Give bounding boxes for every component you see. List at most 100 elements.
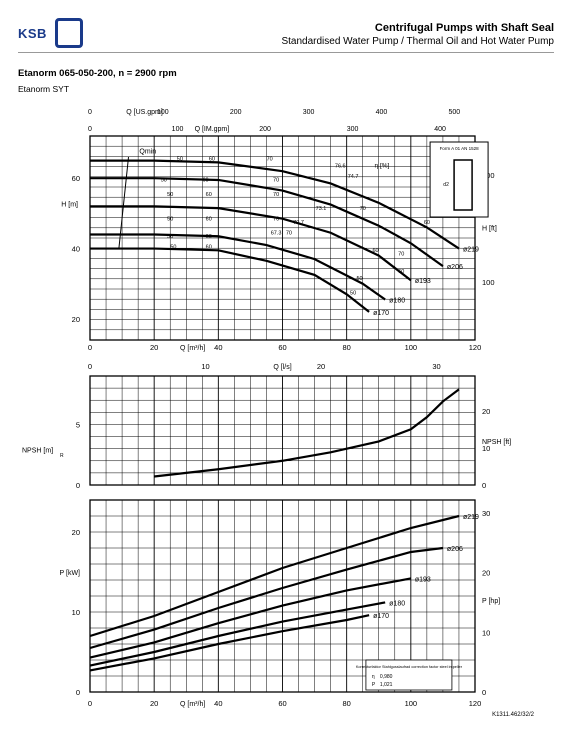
correction-note: Korrekturfaktor Stahlgusslaufrad correct… [356,665,463,669]
npsh-curve [154,388,460,478]
pump-series: Etanorm SYT [18,84,70,94]
q-m3h-tick-label: 80 [342,343,350,352]
efficiency-label: 60 [372,248,378,254]
power-curve-2 [89,577,412,659]
npsh-subscript: R [60,453,64,459]
p-kw-tick-label: 0 [76,688,80,697]
impeller-inset [429,141,489,218]
efficiency-label: 70 [286,230,292,236]
usgpm-tick-label: 200 [230,109,242,116]
efficiency-label: 60 [202,178,208,184]
header-divider [18,52,554,53]
power-curve-0 [89,514,460,638]
power-curve-label: ø206 [447,546,463,553]
efficiency-label: 74.7 [348,174,359,180]
power-curve-4 [89,614,370,672]
q-ls-tick-label: 0 [88,362,92,371]
ksb-logo: KSB [18,26,47,41]
efficiency-label: 60 [206,192,212,198]
eta-label: η [%] [375,163,390,170]
q-ls-tick-label: 20 [317,362,325,371]
q-m3h-tick-label: 100 [405,343,418,352]
q-m3h-tick-label: 0 [88,343,92,352]
imgpm-tick-label: 100 [172,126,184,133]
q-m3h-tick-label: 60 [278,343,286,352]
usgpm-axis-label: Q [US.gpm] [126,109,163,116]
usgpm-tick-label: 0 [88,109,92,116]
efficiency-label: 50 [170,245,176,251]
power-curve-label: ø170 [373,613,389,620]
qmin-label: Qmin [139,149,156,156]
power-curve-1 [89,546,444,650]
efficiency-label: 50 [177,157,183,163]
efficiency-label: 70 [267,157,273,163]
q-ls-axis-label: Q [l/s] [273,364,291,371]
efficiency-label: 73.1 [316,206,327,212]
head-curve-3 [90,233,386,301]
efficiency-label: 50 [167,234,173,240]
head-curve-4 [90,247,370,313]
correction-prefix-eta: η [372,674,375,680]
q-ls-tick-label: 10 [201,362,209,371]
imgpm-tick-label: 0 [88,126,92,133]
npsh-m-axis-label: NPSH [m] [22,447,53,454]
power-curve-label: ø180 [389,600,405,607]
npsh-ft-axis-label: NPSH [ft] [482,439,511,446]
npsh-ft-tick-label: 20 [482,407,490,416]
npsh-ft-tick-label: 0 [482,481,486,490]
efficiency-label: 60 [424,220,430,226]
q-m3h-bottom-tick-label: 80 [342,699,350,708]
q-m3h-bottom-tick-label: 0 [88,699,92,708]
p-hp-tick-label: 10 [482,628,490,637]
npsh-m-tick-label: 5 [76,420,80,429]
plot-frame [89,135,476,341]
plot-frame [89,375,476,486]
efficiency-label: 50 [167,216,173,222]
p-kw-tick-label: 20 [72,528,80,537]
document-subtitle: Standardised Water Pump / Thermal Oil an… [281,36,554,47]
q-m3h-bottom-tick-label: 60 [278,699,286,708]
h-m-tick-label: 40 [72,245,80,254]
power-curve-3 [89,601,386,667]
imgpm-tick-label: 400 [434,126,446,133]
head-curve-label: ø180 [389,298,405,305]
efficiency-label: 70 [273,192,279,198]
efficiency-label: 60 [206,245,212,251]
ksb-logo-mark-icon [55,18,83,48]
imgpm-tick-label: 300 [347,126,359,133]
q-m3h-bottom-tick-label: 20 [150,699,158,708]
head-curve-label: ø219 [463,247,479,254]
q-m3h-tick-label: 40 [214,343,222,352]
usgpm-tick-label: 100 [157,109,169,116]
q-ls-tick-label: 30 [432,362,440,371]
qmin-line [118,157,129,249]
impeller-dim-label: d2 [443,182,449,188]
efficiency-label: 50 [167,192,173,198]
impeller-shape [453,159,473,211]
efficiency-label: 70 [398,252,404,258]
p-hp-tick-label: 0 [482,688,486,697]
head-curve-1 [90,177,444,268]
efficiency-label: 60 [398,269,404,275]
power-curve-label: ø193 [415,576,431,583]
p-kw-tick-label: 10 [72,608,80,617]
q-m3h-bottom-tick-label: 100 [405,699,418,708]
head-curve-2 [90,205,412,282]
head-curve-0 [90,159,460,250]
document-id: K1311.462/32/2 [492,712,534,718]
imgpm-tick-label: 200 [259,126,271,133]
h-m-tick-label: 60 [72,174,80,183]
usgpm-tick-label: 400 [376,109,388,116]
correction-value-p: 1,021 [380,682,393,688]
p-hp-tick-label: 30 [482,509,490,518]
p-kw-axis-label: P [kW] [60,570,81,577]
q-m3h-bottom-axis-label: Q [m³/h] [180,701,205,708]
efficiency-label: 50 [350,290,356,296]
efficiency-label: 70.7 [293,220,304,226]
usgpm-tick-label: 500 [448,109,460,116]
p-hp-tick-label: 20 [482,569,490,578]
q-m3h-bottom-tick-label: 40 [214,699,222,708]
efficiency-label: 67.3 [271,230,282,236]
imgpm-axis-label: Q [IM.gpm] [195,126,230,133]
